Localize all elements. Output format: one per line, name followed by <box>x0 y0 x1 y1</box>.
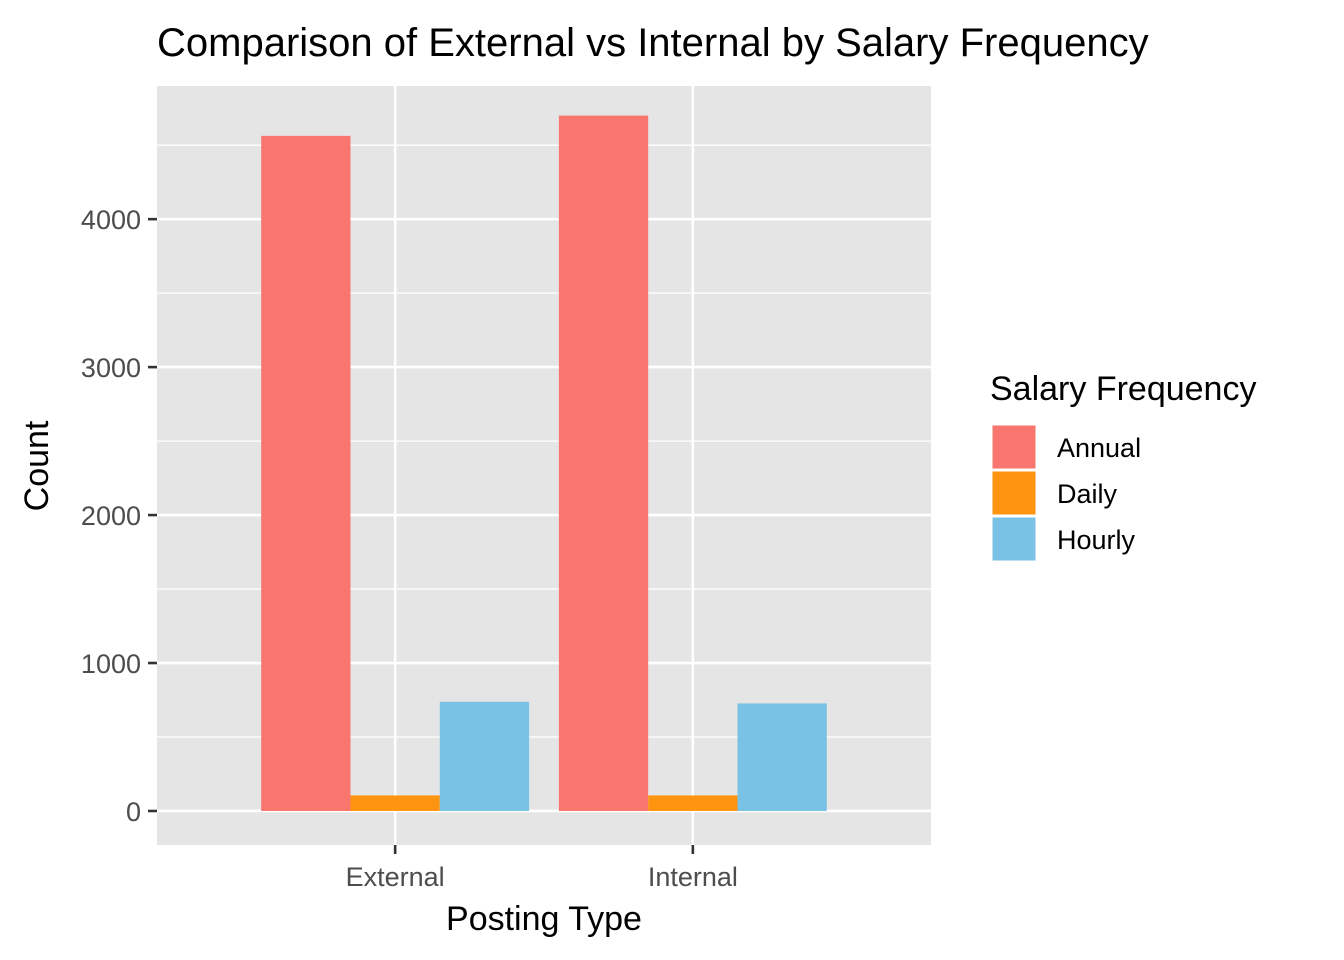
bar-annual-internal <box>558 115 649 811</box>
legend-key-annual <box>992 425 1036 469</box>
bar-daily-external <box>350 795 440 811</box>
bar-hourly-external <box>439 701 530 811</box>
y-axis: 0 1000 2000 3000 4000 <box>81 205 157 827</box>
y-axis-title: Count <box>18 420 56 511</box>
legend-label-annual: Annual <box>1057 433 1141 463</box>
bar-hourly-internal <box>737 703 827 811</box>
chart-title: Comparison of External vs Internal by Sa… <box>157 21 1149 65</box>
y-tick-label: 1000 <box>81 649 141 679</box>
y-tick-label: 4000 <box>81 205 141 235</box>
bar-daily-internal <box>648 795 738 811</box>
y-tick-label: 3000 <box>81 353 141 383</box>
legend-title: Salary Frequency <box>990 370 1256 408</box>
y-tick-label: 0 <box>126 797 141 827</box>
bar-annual-external <box>261 135 351 811</box>
legend-label-hourly: Hourly <box>1057 525 1136 555</box>
legend-key-hourly <box>992 517 1036 561</box>
x-axis-title: Posting Type <box>446 900 642 938</box>
y-tick-label: 2000 <box>81 501 141 531</box>
x-tick-label: External <box>346 862 445 892</box>
x-tick-label: Internal <box>648 862 738 892</box>
legend: Salary Frequency Annual Daily Hourly <box>990 370 1256 562</box>
x-axis: External Internal <box>346 845 738 892</box>
legend-label-daily: Daily <box>1057 479 1118 509</box>
legend-key-daily <box>992 471 1036 515</box>
bars <box>261 115 827 811</box>
